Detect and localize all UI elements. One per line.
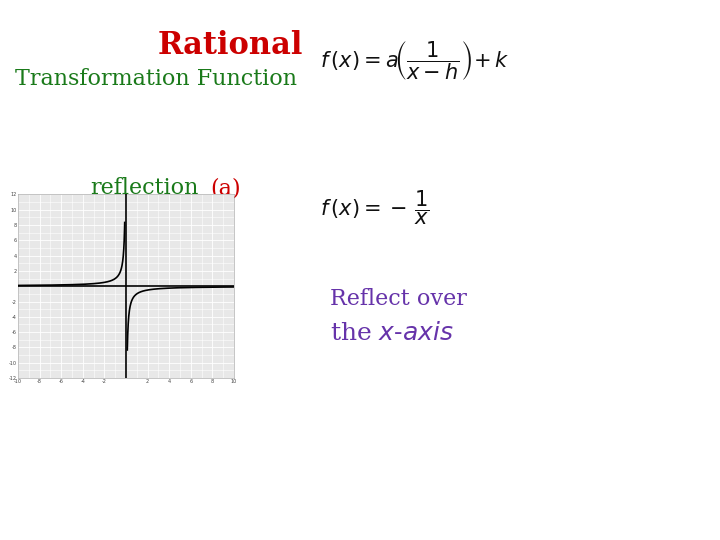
Text: the $\mathit{x}$-$\mathit{axis}$: the $\mathit{x}$-$\mathit{axis}$ — [330, 322, 454, 345]
Text: Rational: Rational — [157, 30, 302, 61]
Text: (a): (a) — [210, 177, 240, 199]
Text: Reflect over: Reflect over — [330, 288, 467, 310]
Text: $f\,(x)=-\,\dfrac{1}{x}$: $f\,(x)=-\,\dfrac{1}{x}$ — [320, 188, 429, 226]
Text: reflection: reflection — [90, 177, 199, 199]
Text: Transformation Function: Transformation Function — [15, 68, 297, 90]
Text: $f\,(x)=a\!\left(\dfrac{1}{x-h}\right)\!+k$: $f\,(x)=a\!\left(\dfrac{1}{x-h}\right)\!… — [320, 38, 510, 82]
